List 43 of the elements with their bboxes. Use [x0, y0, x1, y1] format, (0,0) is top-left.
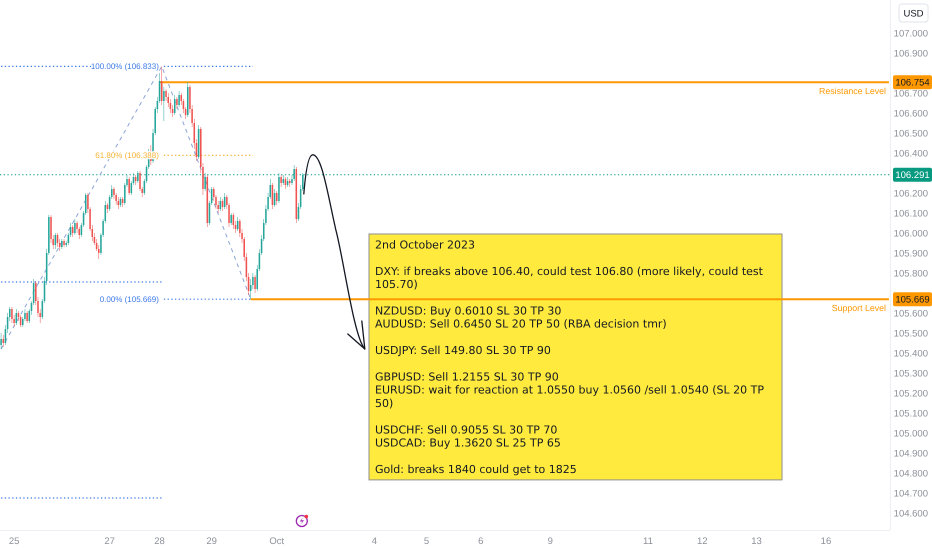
series-label: Resistance Level [819, 86, 886, 96]
x-tick-label: Oct [269, 536, 285, 547]
annotation: 106.754 [895, 78, 930, 89]
y-tick-label: 105.500 [894, 328, 928, 340]
annotation: 105.669 [895, 294, 930, 306]
x-tick-label: 28 [154, 536, 165, 547]
y-tick-label: 105.900 [894, 248, 928, 260]
series-label: 100.00% (106.833) [90, 62, 160, 72]
x-tick-label: 4 [372, 536, 378, 547]
y-tick-label: 105.200 [894, 388, 928, 400]
x-tick-label: 13 [751, 536, 762, 547]
ref-line-label: 106.291 [895, 170, 930, 182]
y-tick-label: 106.900 [894, 48, 928, 60]
x-tick-label: 16 [820, 536, 832, 547]
series-label: Support Level [832, 303, 886, 314]
x-tick-label: 5 [424, 536, 430, 547]
x-tick-label: 6 [478, 536, 484, 547]
y-tick-label: 107.000 [894, 28, 928, 40]
y-tick-label: 106.100 [894, 208, 928, 220]
y-tick-label: 105.400 [894, 348, 928, 360]
y-tick-label: 105.000 [894, 428, 928, 440]
y-tick-label: 106.600 [894, 108, 928, 120]
y-tick-label: 105.800 [894, 268, 928, 280]
y-tick-label: 104.600 [894, 508, 928, 520]
y-tick-label: 104.800 [894, 468, 928, 480]
y-axis-title: USD [903, 8, 924, 20]
x-tick-label: 11 [643, 536, 653, 547]
x-tick-label: 25 [8, 536, 20, 547]
series-label: 0.00% (105.669) [100, 295, 160, 304]
y-tick-label: 106.200 [894, 188, 928, 200]
y-tick-label: 106.000 [894, 228, 928, 240]
x-tick-label: 29 [206, 536, 217, 547]
y-tick-label: 105.600 [894, 308, 928, 320]
y-tick-label: 106.500 [894, 128, 928, 140]
y-tick-label: 105.100 [894, 408, 928, 420]
x-tick-label: 9 [548, 536, 553, 547]
y-tick-label: 106.400 [894, 148, 928, 160]
y-tick-label: 104.700 [894, 488, 928, 500]
x-tick-label: 12 [696, 536, 708, 547]
y-tick-label: 105.300 [894, 368, 928, 380]
y-tick-label: 104.900 [894, 448, 928, 460]
y-tick-label: 106.700 [894, 88, 928, 100]
x-tick-label: 27 [104, 536, 115, 547]
